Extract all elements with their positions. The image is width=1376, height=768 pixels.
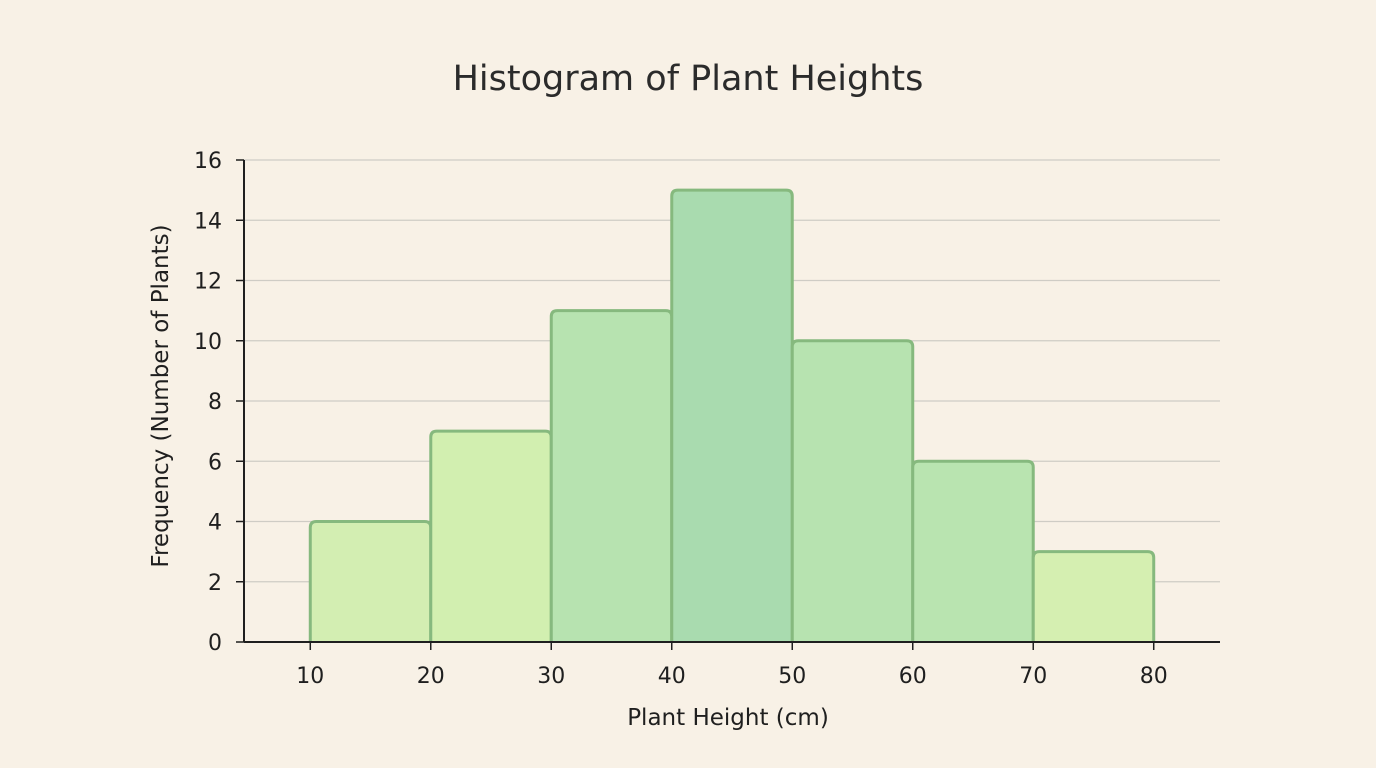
ytick-label-4: 4 bbox=[208, 511, 222, 536]
ytick-label-0: 0 bbox=[208, 631, 222, 656]
ytick-label-12: 12 bbox=[194, 270, 222, 295]
ytick-label-14: 14 bbox=[194, 209, 222, 234]
xtick-label-60: 60 bbox=[899, 664, 927, 689]
bar-10-20 bbox=[308, 520, 433, 642]
bar-20-30 bbox=[429, 429, 553, 642]
ytick-label-6: 6 bbox=[208, 450, 222, 475]
xtick-label-70: 70 bbox=[1019, 664, 1047, 689]
xtick-label-10: 10 bbox=[296, 664, 324, 689]
bar-40-50 bbox=[670, 188, 794, 642]
ytick-label-8: 8 bbox=[208, 390, 222, 415]
y-axis-label: Frequency (Number of Plants) bbox=[148, 224, 174, 567]
ytick-label-16: 16 bbox=[194, 149, 222, 174]
xtick-label-20: 20 bbox=[417, 664, 445, 689]
ytick-label-10: 10 bbox=[194, 330, 222, 355]
y-axis-ticks: 0 2 4 6 8 10 12 14 16 bbox=[194, 149, 244, 656]
chart-title: Histogram of Plant Heights bbox=[453, 59, 924, 99]
xtick-label-30: 30 bbox=[537, 664, 565, 689]
x-axis-label: Plant Height (cm) bbox=[627, 705, 829, 731]
ytick-label-2: 2 bbox=[208, 571, 222, 596]
bars bbox=[308, 188, 1156, 642]
bar-50-60 bbox=[790, 339, 915, 642]
bar-30-40 bbox=[549, 309, 674, 642]
x-axis-ticks: 10 20 30 40 50 60 70 80 bbox=[296, 642, 1168, 689]
xtick-label-50: 50 bbox=[778, 664, 806, 689]
bar-70-80 bbox=[1031, 550, 1156, 642]
bar-60-70 bbox=[911, 459, 1035, 642]
xtick-label-40: 40 bbox=[658, 664, 686, 689]
xtick-label-80: 80 bbox=[1140, 664, 1168, 689]
